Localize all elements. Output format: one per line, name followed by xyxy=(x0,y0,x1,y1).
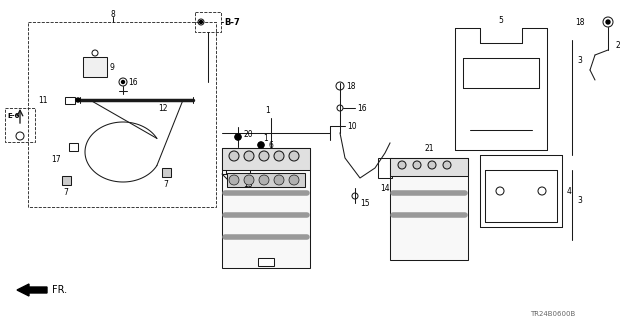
Text: 20: 20 xyxy=(243,130,253,139)
Text: 7: 7 xyxy=(63,188,68,196)
Bar xyxy=(5,108,35,142)
Text: 14: 14 xyxy=(380,183,390,193)
Bar xyxy=(61,175,70,185)
Text: 3: 3 xyxy=(577,55,582,65)
Text: 16: 16 xyxy=(128,77,138,86)
Text: 1: 1 xyxy=(266,106,270,115)
Bar xyxy=(378,158,392,178)
Bar xyxy=(68,143,77,151)
Circle shape xyxy=(229,175,239,185)
Circle shape xyxy=(413,161,421,169)
Circle shape xyxy=(122,81,125,84)
Text: E-6: E-6 xyxy=(7,113,19,119)
Text: 2: 2 xyxy=(615,41,620,50)
Bar xyxy=(65,97,75,103)
Text: 16: 16 xyxy=(357,103,367,113)
Bar xyxy=(390,158,468,176)
Circle shape xyxy=(274,151,284,161)
Bar xyxy=(83,57,107,77)
Text: 17: 17 xyxy=(51,155,61,164)
Text: FR.: FR. xyxy=(52,285,67,295)
Text: B-7: B-7 xyxy=(224,18,240,27)
Bar xyxy=(161,167,170,177)
Text: 8: 8 xyxy=(111,10,115,19)
Circle shape xyxy=(76,98,80,102)
Bar xyxy=(390,158,468,260)
Text: 12: 12 xyxy=(158,103,168,113)
Text: 7: 7 xyxy=(164,180,168,188)
Text: 21: 21 xyxy=(424,143,434,153)
Text: 18: 18 xyxy=(346,82,355,91)
Circle shape xyxy=(259,175,269,185)
Circle shape xyxy=(244,175,254,185)
Text: 4: 4 xyxy=(567,187,572,196)
Bar xyxy=(227,173,305,187)
Text: 3: 3 xyxy=(577,196,582,204)
Circle shape xyxy=(244,151,254,161)
Circle shape xyxy=(443,161,451,169)
Text: 10: 10 xyxy=(347,122,356,131)
Text: 1: 1 xyxy=(264,133,268,142)
FancyArrow shape xyxy=(17,284,47,296)
Bar xyxy=(258,258,274,266)
Text: TR24B0600B: TR24B0600B xyxy=(530,311,575,317)
Bar xyxy=(222,148,310,170)
Text: 9: 9 xyxy=(109,62,114,71)
Bar xyxy=(222,148,310,268)
Text: 6: 6 xyxy=(268,140,273,149)
Text: 11: 11 xyxy=(38,95,48,105)
Text: 13: 13 xyxy=(243,180,253,188)
Bar xyxy=(28,22,216,207)
Circle shape xyxy=(289,151,299,161)
Text: 5: 5 xyxy=(499,15,504,25)
Circle shape xyxy=(428,161,436,169)
Circle shape xyxy=(274,175,284,185)
Circle shape xyxy=(289,175,299,185)
Text: 18: 18 xyxy=(575,18,585,27)
Circle shape xyxy=(398,161,406,169)
Circle shape xyxy=(200,20,202,23)
Circle shape xyxy=(235,134,241,140)
Circle shape xyxy=(258,142,264,148)
Circle shape xyxy=(259,151,269,161)
Circle shape xyxy=(229,151,239,161)
Circle shape xyxy=(606,20,610,24)
Bar xyxy=(195,12,221,32)
Text: 15: 15 xyxy=(360,198,370,207)
